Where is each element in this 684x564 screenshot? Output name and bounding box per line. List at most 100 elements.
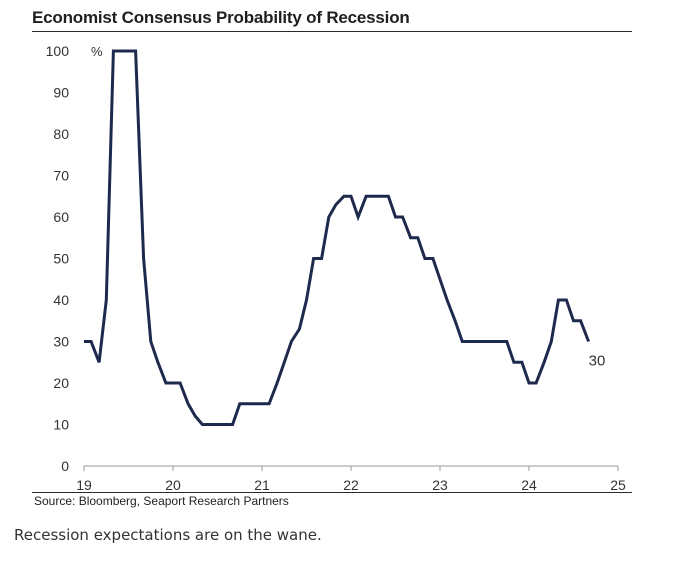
data-point [290,340,293,343]
data-point [156,361,159,364]
data-point [320,257,323,260]
chart-title: Economist Consensus Probability of Reces… [32,8,410,27]
data-point [350,195,353,198]
data-point [90,340,93,343]
data-point [187,402,190,405]
data-point [512,361,515,364]
data-point [98,361,101,364]
data-point [572,319,575,322]
data-point [498,340,501,343]
annotations: 30 [589,353,606,370]
data-point [305,299,308,302]
y-tick-label: 20 [53,375,69,391]
x-tick-label: 22 [343,477,359,493]
data-point [387,195,390,198]
x-tick-label: 21 [254,477,270,493]
data-point [201,423,204,426]
data-point [142,257,145,260]
data-point [223,423,226,426]
data-point [83,340,86,343]
data-point [439,278,442,281]
x-tick-label: 25 [610,477,626,493]
y-tick-label: 10 [53,417,69,433]
data-point [394,216,397,219]
data-point [342,195,345,198]
data-point [112,50,115,53]
data-point [149,340,152,343]
data-point [423,257,426,260]
x-axis-labels: 19 20 21 22 23 24 25 [76,477,626,493]
data-point [401,216,404,219]
figure-caption: Recession expectations are on the wane. [14,526,322,544]
x-axis-ticks [83,466,619,471]
x-tick-label: 19 [76,477,92,493]
data-point [127,50,130,53]
data-point [261,402,264,405]
data-point [520,361,523,364]
y-tick-label: 40 [53,292,69,308]
title-rule [32,31,632,32]
data-point [238,402,241,405]
y-tick-label: 70 [53,168,69,184]
data-point [372,195,375,198]
y-tick-label: 0 [61,458,69,474]
y-tick-label: 80 [53,126,69,142]
data-point [543,361,546,364]
data-point [483,340,486,343]
data-point [365,195,368,198]
data-point [298,328,301,331]
data-point [505,340,508,343]
data-point [283,361,286,364]
data-point [461,340,464,343]
y-tick-label: 90 [53,85,69,101]
data-point [268,402,271,405]
chart-figure: Economist Consensus Probability of Reces… [32,8,632,508]
data-point [535,382,538,385]
data-point [231,423,234,426]
source-rule [32,492,632,493]
y-axis-labels: 0 10 20 30 40 50 60 70 80 90 100 [46,43,70,474]
data-point [579,319,582,322]
data-point [334,203,337,206]
y-tick-label: 100 [46,43,70,59]
data-point [209,423,212,426]
data-point [172,382,175,385]
data-point [179,382,182,385]
data-point [550,340,553,343]
data-point [164,382,167,385]
data-point [528,382,531,385]
y-tick-label: 60 [53,209,69,225]
data-point [565,299,568,302]
data-point [357,216,360,219]
series-line [84,49,590,426]
data-point [490,340,493,343]
data-point [216,423,219,426]
data-point [327,216,330,219]
data-points [83,50,591,427]
y-tick-label: 50 [53,251,69,267]
y-tick-label: 30 [53,334,69,350]
data-point [431,257,434,260]
data-point [416,236,419,239]
data-point [476,340,479,343]
data-point [276,382,279,385]
data-point [446,299,449,302]
chart-source: Source: Bloomberg, Seaport Research Part… [34,494,289,508]
data-point [120,50,123,53]
data-point [253,402,256,405]
x-tick-label: 24 [521,477,537,493]
data-point [379,195,382,198]
data-point [557,299,560,302]
data-point [468,340,471,343]
data-point [245,402,248,405]
data-point [587,340,590,343]
data-point [105,299,108,302]
data-point [454,319,457,322]
y-axis-unit-label: % [91,44,103,59]
data-point [409,236,412,239]
end-value-label: 30 [589,353,606,370]
data-point [194,415,197,418]
data-point [134,50,137,53]
x-tick-label: 23 [432,477,448,493]
